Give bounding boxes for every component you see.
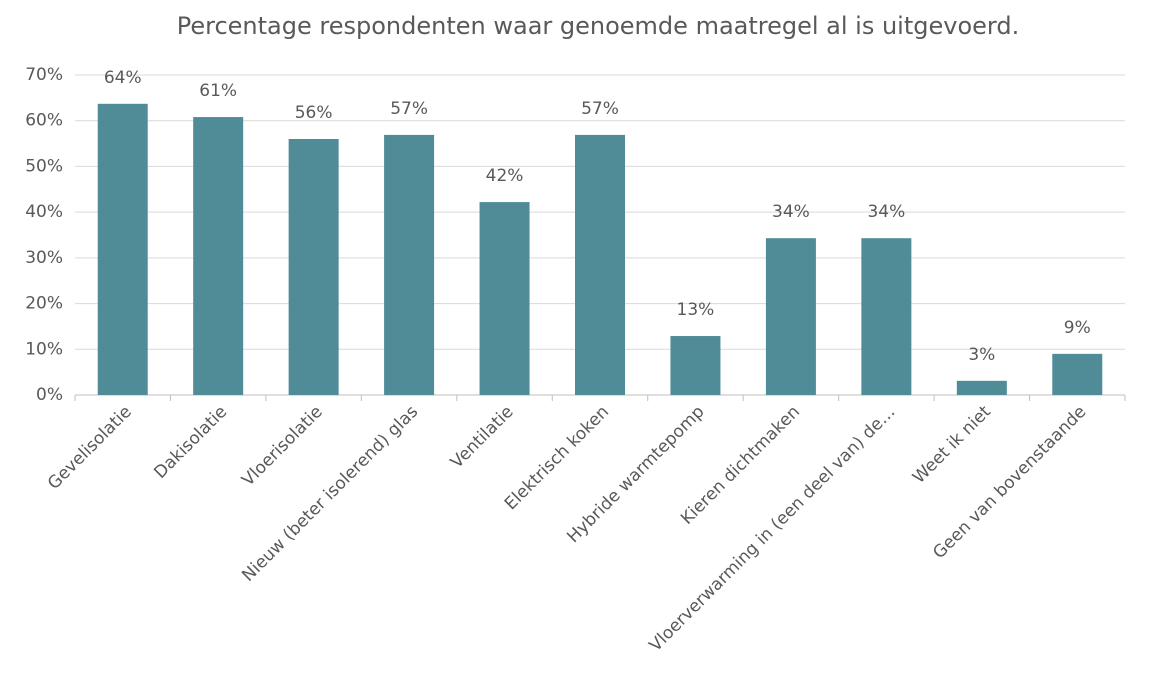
- data-label: 13%: [677, 300, 715, 320]
- bar: [956, 380, 1007, 395]
- y-tick-label: 60%: [25, 111, 63, 131]
- bar: [97, 103, 148, 396]
- y-tick-label: 10%: [25, 339, 63, 359]
- bar: [384, 134, 435, 395]
- bar: [861, 238, 912, 395]
- bar: [575, 134, 625, 395]
- data-label: 61%: [199, 81, 237, 101]
- data-label: 57%: [581, 99, 619, 119]
- x-tick-label: Geen van bovenstaande: [929, 402, 1090, 563]
- y-tick-label: 70%: [25, 65, 63, 85]
- y-tick-label: 20%: [25, 294, 63, 314]
- x-tick-label: Ventilatie: [447, 402, 518, 473]
- data-label: 42%: [486, 166, 524, 186]
- bar: [193, 117, 244, 396]
- data-label: 3%: [968, 345, 995, 365]
- bar: [670, 336, 721, 395]
- data-label: 34%: [867, 202, 905, 222]
- x-tick-label: Dakisolatie: [150, 402, 231, 483]
- y-tick-label: 40%: [25, 202, 63, 222]
- x-tick-label: Vloerisolatie: [238, 402, 327, 491]
- y-tick-label: 50%: [25, 156, 63, 176]
- bar: [1052, 353, 1103, 395]
- y-tick-label: 30%: [25, 248, 63, 268]
- x-tick-label: Elektrisch koken: [501, 402, 613, 514]
- x-tick-label: Gevelisolatie: [44, 402, 136, 494]
- bar: [288, 139, 339, 395]
- bar: [765, 238, 816, 395]
- data-label: 57%: [390, 99, 428, 119]
- x-tick-label: Nieuw (beter isolerend) glas: [238, 402, 422, 586]
- data-label: 9%: [1064, 318, 1091, 338]
- chart-title: Percentage respondenten waar genoemde ma…: [177, 12, 1019, 40]
- x-tick-label: Weet ik niet: [909, 402, 995, 488]
- y-tick-label: 0%: [36, 385, 63, 405]
- data-label: 64%: [104, 68, 142, 88]
- data-label: 34%: [772, 202, 810, 222]
- data-label: 56%: [295, 103, 333, 123]
- bar: [479, 202, 530, 395]
